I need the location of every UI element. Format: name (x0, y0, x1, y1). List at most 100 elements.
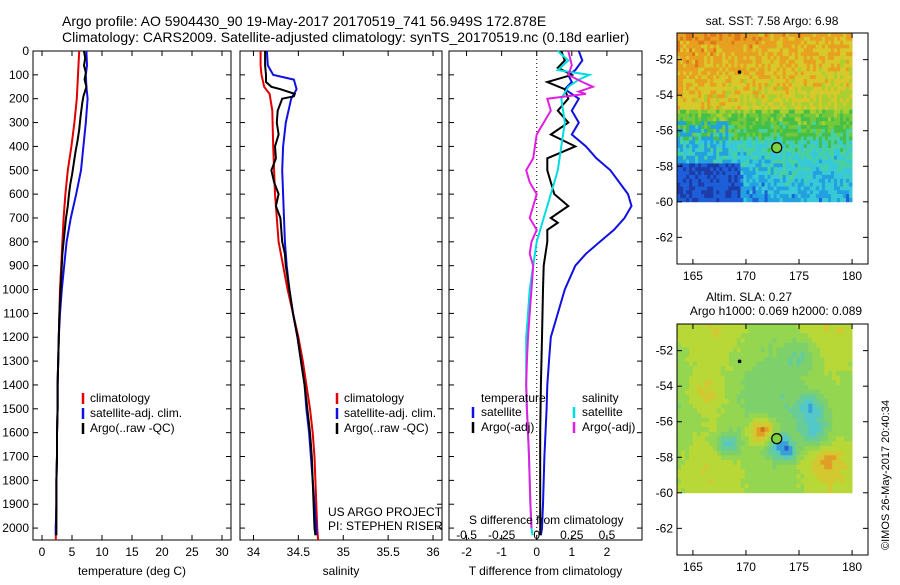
heatmap-cell (800, 324, 805, 330)
heatmap-cell (770, 44, 774, 49)
heatmap-cell (806, 98, 811, 103)
heatmap-cell (695, 90, 699, 95)
heatmap-cell (767, 40, 771, 45)
heatmap-cell (812, 56, 817, 61)
heatmap-cell (849, 48, 853, 53)
heatmap-cell (776, 194, 781, 199)
heatmap-cell (844, 441, 849, 447)
heatmap-cell (749, 48, 753, 53)
heatmap-cell (768, 450, 773, 456)
heatmap-cell (772, 403, 777, 409)
heatmap-cell (824, 459, 829, 466)
heatmap-cell (704, 384, 710, 391)
series-line-1 (539, 50, 578, 536)
heatmap-cell (836, 436, 841, 442)
heatmap-cell (689, 167, 693, 172)
heatmap-cell (677, 40, 681, 45)
heatmap-cell (782, 63, 787, 68)
heatmap-cell (684, 380, 690, 386)
heatmap-cell (724, 445, 730, 452)
heatmap-cell (695, 59, 699, 65)
heatmap-cell (788, 167, 793, 172)
heatmap-cell (824, 370, 829, 376)
heatmap-cell (848, 384, 853, 391)
heatmap-cell (821, 148, 826, 153)
heatmap-cell (836, 375, 841, 381)
heatmap-cell (832, 389, 837, 395)
heatmap-cell (830, 59, 835, 65)
heatmap-cell (696, 455, 702, 461)
heatmap-cell (803, 86, 808, 91)
heatmap-cell (791, 56, 796, 61)
heatmap-cell (755, 167, 759, 172)
heatmap-cell (804, 324, 809, 330)
heatmap-cell (824, 182, 829, 187)
heatmap-cell (683, 121, 687, 126)
heatmap-cell (788, 455, 793, 461)
heatmap-cell (820, 328, 825, 334)
heatmap-cell (836, 125, 841, 130)
heatmap-cell (828, 413, 833, 419)
heatmap-cell (788, 94, 793, 99)
heatmap-cell (791, 117, 796, 122)
heatmap-cell (689, 155, 693, 161)
heatmap-cell (696, 370, 702, 376)
heatmap-cell (728, 75, 732, 80)
heatmap-cell (824, 488, 829, 494)
heatmap-cell (686, 140, 690, 145)
heatmap-cell (746, 186, 750, 191)
heatmap-cell (677, 44, 681, 49)
heatmap-cell (840, 171, 844, 176)
heatmap-cell (700, 427, 706, 433)
heatmap-cell (732, 431, 738, 437)
heatmap-cell (846, 148, 850, 153)
heatmap-cell (710, 67, 714, 72)
heatmap-cell (684, 399, 690, 405)
heatmap-cell (830, 48, 835, 53)
heatmap-cell (743, 102, 747, 107)
heatmap-cell (794, 117, 799, 122)
heatmap-cell (844, 455, 849, 461)
heatmap-cell (712, 408, 718, 414)
heatmap-cell (821, 79, 826, 84)
heatmap-cell (740, 347, 746, 353)
heatmap-cell (824, 75, 829, 80)
heatmap-cell (698, 117, 702, 122)
heatmap-cell (812, 436, 817, 442)
heatmap-cell (840, 86, 844, 91)
heatmap-cell (692, 151, 696, 157)
heatmap-cell (833, 36, 838, 42)
heatmap-cell (809, 59, 814, 65)
heatmap-cell (770, 128, 774, 134)
heatmap-cell (689, 63, 693, 68)
heatmap-cell (731, 163, 735, 168)
heatmap-cell (708, 366, 714, 372)
heatmap-cell (680, 67, 684, 72)
heatmap-cell (828, 384, 833, 391)
heatmap-cell (704, 427, 710, 433)
heatmap-cell (764, 399, 769, 405)
heatmap-cell (785, 90, 790, 95)
heatmap-cell (700, 356, 706, 362)
heatmap-cell (788, 75, 793, 80)
heatmap-cell (725, 148, 729, 153)
y-tick-label: -52 (656, 53, 674, 67)
heatmap-cell (686, 48, 690, 53)
heatmap-cell (737, 132, 741, 137)
heatmap-cell (816, 338, 821, 344)
heatmap-cell (696, 338, 702, 344)
heatmap-cell (707, 140, 711, 145)
heatmap-cell (792, 375, 797, 381)
heatmap-cell (816, 324, 821, 330)
heatmap-cell (707, 190, 711, 195)
heatmap-cell (830, 178, 835, 184)
heatmap-cell (752, 333, 757, 339)
heatmap-cell (836, 417, 841, 423)
heatmap-cell (840, 148, 844, 153)
heatmap-cell (797, 125, 802, 130)
heatmap-cell (698, 186, 702, 191)
heatmap-cell (824, 436, 829, 442)
heatmap-cell (752, 422, 757, 428)
heatmap-cell (752, 151, 756, 157)
heatmap-cell (744, 431, 750, 437)
